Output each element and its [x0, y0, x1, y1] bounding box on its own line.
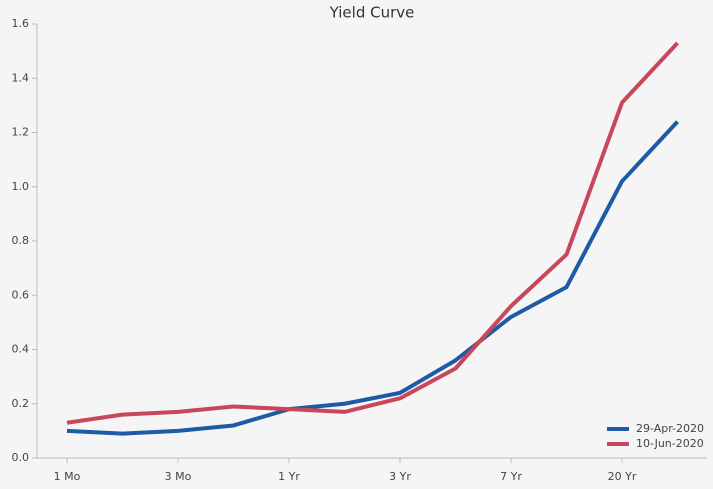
x-tick-label: 20 Yr: [608, 470, 637, 483]
y-tick-label: 0.6: [12, 288, 30, 301]
line: [66, 120, 679, 436]
x-tick-label: 3 Mo: [165, 470, 192, 483]
y-tick-label: 0.4: [12, 343, 30, 356]
y-tick-label: 0.2: [12, 397, 30, 410]
chart-title: Yield Curve: [329, 4, 415, 22]
y-tick-label: 0.0: [12, 451, 30, 464]
legend-label: 10-Jun-2020: [636, 437, 704, 450]
y-tick-label: 0.8: [12, 234, 30, 247]
y-tick-label: 1.6: [12, 17, 30, 30]
y-tick-label: 1.2: [12, 126, 30, 139]
legend-label: 29-Apr-2020: [636, 422, 704, 435]
y-tick-label: 1.4: [12, 71, 30, 84]
x-tick-label: 1 Yr: [278, 470, 300, 483]
line: [66, 41, 679, 425]
y-tick-label: 1.0: [12, 180, 30, 193]
x-tick-label: 1 Mo: [54, 470, 81, 483]
x-tick-label: 7 Yr: [500, 470, 522, 483]
x-tick-label: 3 Yr: [389, 470, 411, 483]
